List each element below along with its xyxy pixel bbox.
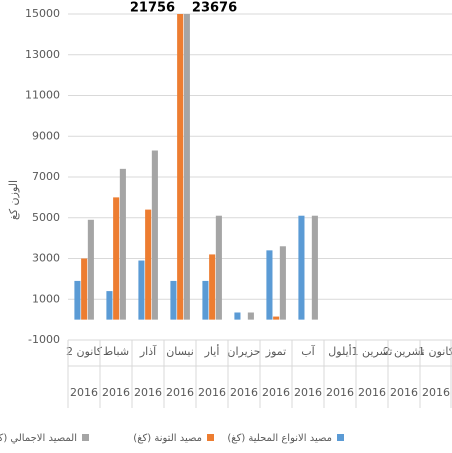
x-group-label: 2016 [294, 386, 322, 399]
x-group-label: 2016 [102, 386, 130, 399]
bars [74, 14, 318, 320]
legend-label: مصيد التونة (كغ) [133, 433, 202, 444]
x-tick-label: شباط [103, 345, 129, 358]
bar [81, 258, 88, 320]
bar [202, 280, 209, 320]
bar [279, 246, 286, 320]
y-tick-label: 1000 [32, 292, 60, 305]
x-tick-label: حزيران [227, 345, 260, 358]
y-tick-label: 11000 [25, 89, 60, 102]
x-tick-label: آب [301, 344, 315, 358]
x-group-label: 2016 [422, 386, 450, 399]
y-tick-label: 3000 [32, 252, 60, 265]
y-tick-label: 15000 [25, 7, 60, 20]
bar [209, 254, 216, 320]
x-group-label: 2016 [134, 386, 162, 399]
bar [113, 197, 120, 320]
y-tick-label: 5000 [32, 211, 60, 224]
bar [138, 260, 145, 320]
bar [298, 215, 305, 320]
x-group-label: 2016 [262, 386, 290, 399]
x-group-label: 2016 [358, 386, 386, 399]
bar [273, 316, 280, 320]
bar [215, 215, 222, 320]
y-tick-label: -1000 [28, 333, 60, 346]
x-tick-label: أيار [204, 344, 220, 358]
bar [151, 150, 158, 320]
bar [311, 215, 318, 320]
x-group-label: 2016 [230, 386, 258, 399]
x-group-label: 2016 [390, 386, 418, 399]
y-axis-label: الوزن كغ [7, 180, 20, 220]
x-tick-label: تشرين 2 [384, 345, 425, 358]
x-tick-label: تموز [265, 345, 286, 358]
x-tick-label: كانون 2 [66, 345, 103, 358]
x-group-label: 2016 [70, 386, 98, 399]
x-group-label: 2016 [166, 386, 194, 399]
data-label: 21756 [130, 1, 175, 16]
x-tick-label: كانون 1 [418, 345, 452, 358]
y-tick-label: 7000 [32, 170, 60, 183]
data-label: 23676 [192, 1, 237, 16]
x-tick-label: تشرين 1 [352, 345, 393, 358]
bar [247, 312, 254, 320]
bar [87, 219, 94, 320]
bar [106, 291, 113, 320]
y-tick-label: 13000 [25, 48, 60, 61]
bar [170, 280, 177, 320]
bar [74, 280, 81, 320]
x-tick-label: أيلول [328, 344, 351, 358]
legend-swatch [82, 434, 89, 441]
legend-swatch [337, 434, 344, 441]
legend-label: المصيد الاجمالي (كغ) [0, 433, 77, 444]
x-tick-label: آذار [139, 344, 157, 358]
x-group-label: 2016 [198, 386, 226, 399]
bar [234, 312, 241, 320]
bar [119, 168, 126, 320]
bar [183, 14, 190, 320]
x-tick-label: نيسان [166, 345, 194, 358]
legend-swatch [207, 434, 214, 441]
bar [266, 250, 273, 320]
bar [145, 209, 152, 320]
bar [177, 14, 184, 320]
y-tick-label: 9000 [32, 129, 60, 142]
legend-label: مصيد الانواع المحلية (كغ) [227, 433, 332, 444]
x-group-label: 2016 [326, 386, 354, 399]
